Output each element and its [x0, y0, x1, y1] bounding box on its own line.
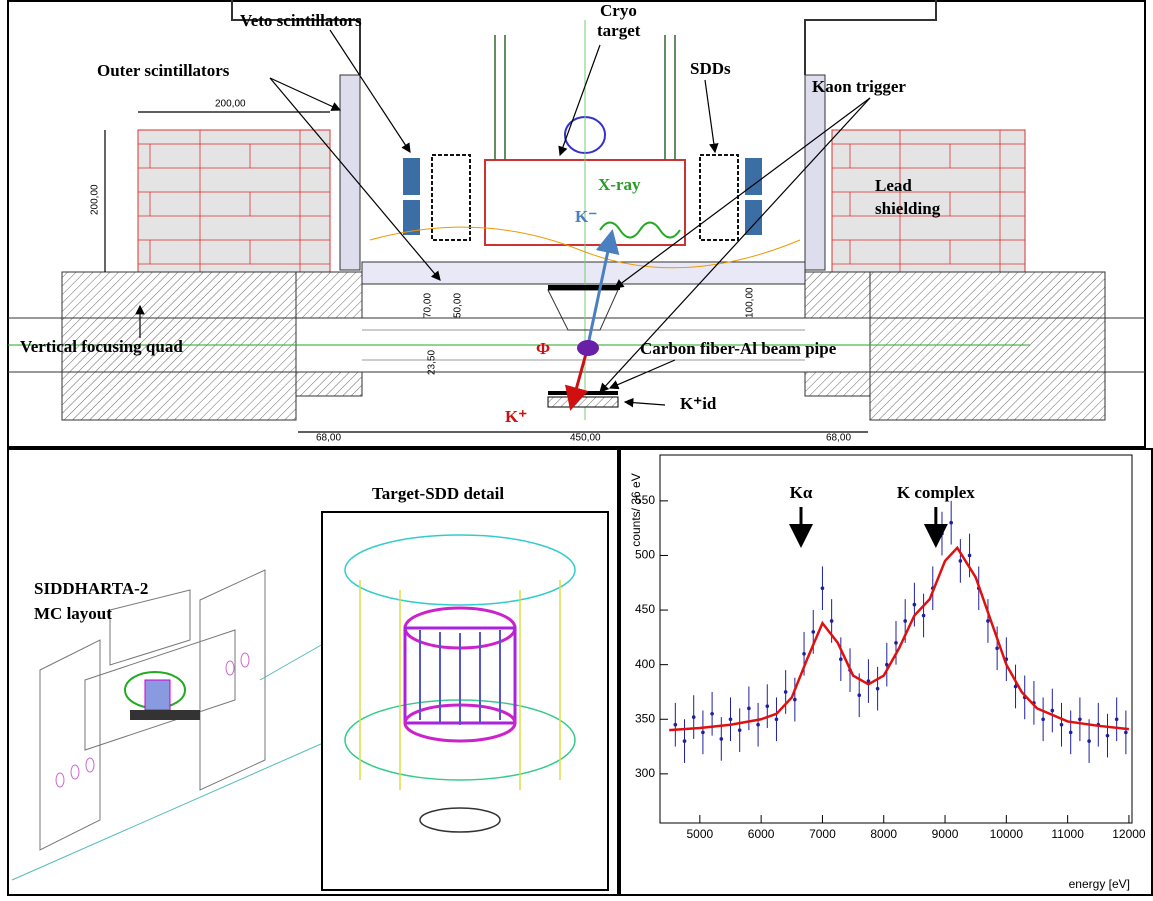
data-point: [1124, 730, 1128, 735]
data-point: [691, 715, 696, 719]
spectrum-panel: counts/ 36 eV energy [eV] 5000 6000 7000 80…: [619, 448, 1153, 896]
data-point: [1041, 717, 1045, 722]
data-point: [710, 712, 714, 716]
x-tick-label: 10000: [990, 827, 1024, 841]
data-point: [857, 693, 862, 698]
label: Φ: [536, 339, 550, 358]
label: Vertical focusing quad: [20, 337, 183, 356]
data-point: [719, 737, 724, 741]
data-point: [829, 619, 834, 623]
dimension: 50,00: [453, 293, 464, 318]
dimension: 68,00: [316, 433, 341, 444]
data-point: [1013, 684, 1018, 689]
label: X-ray: [598, 175, 641, 194]
x-tick-label: 7000: [809, 827, 836, 841]
data-point: [1068, 730, 1073, 735]
label: Cryo: [600, 1, 637, 20]
data-point: [986, 619, 990, 623]
label: Outer scintillators: [97, 61, 230, 80]
data-point: [820, 586, 825, 591]
data-point: [756, 722, 760, 727]
data-point: [866, 679, 871, 683]
data-point: [765, 704, 770, 708]
label: Veto scintillators: [240, 11, 362, 30]
dimension: 200,00: [215, 99, 246, 110]
data-point: [682, 739, 687, 743]
label: Lead: [875, 176, 912, 195]
data-point: [1087, 739, 1091, 743]
data-point: [894, 641, 898, 645]
data-point: [875, 686, 880, 691]
data-point: [774, 717, 779, 722]
y-tick-label: 550: [635, 493, 655, 507]
axis-label: counts/ 36 eV: [629, 473, 643, 546]
y-tick-label: 400: [635, 657, 655, 671]
data-point: [802, 651, 806, 656]
data-point: [747, 706, 751, 711]
data-point: [903, 619, 907, 623]
dimension: 70,00: [423, 293, 434, 318]
x-tick-label: 8000: [870, 827, 897, 841]
dimension: 450,00: [570, 433, 601, 444]
data-point: [940, 531, 944, 536]
x-tick-label: 12000: [1112, 827, 1146, 841]
data-point: [1105, 733, 1110, 738]
data-point: [811, 630, 816, 634]
data-point: [967, 553, 972, 558]
data-point: [885, 662, 889, 667]
label: Target-SDD detail: [372, 484, 504, 503]
label: shielding: [875, 199, 941, 218]
label: SIDDHARTA-2: [34, 579, 148, 598]
fit-curve: [669, 545, 1130, 732]
data-point: [701, 730, 705, 735]
y-tick-label: 500: [635, 548, 655, 562]
label: Carbon fiber-Al beam pipe: [640, 339, 837, 358]
label: Kaon trigger: [812, 77, 906, 96]
label: K⁻: [575, 207, 597, 226]
annotation: K complex: [897, 483, 975, 502]
annotation: Kα: [790, 483, 813, 502]
mc-layout: SIDDHARTA-2 MC layout Target-SDD detail: [7, 448, 619, 896]
data-point: [728, 717, 733, 722]
label: K⁺: [505, 407, 527, 426]
data-point: [958, 559, 963, 563]
data-point: [1059, 722, 1064, 727]
label: SDDs: [690, 59, 731, 78]
dimension: 200,00: [90, 184, 101, 215]
x-tick-label: 9000: [932, 827, 959, 841]
data-point: [1114, 717, 1119, 722]
data-point: [912, 602, 917, 607]
label: MC layout: [34, 604, 112, 623]
label: target: [597, 21, 641, 40]
data-point: [1050, 708, 1055, 713]
data-point: [1078, 717, 1082, 722]
data-point: [995, 646, 999, 651]
data-point: [673, 722, 678, 727]
dimension: 68,00: [826, 433, 851, 444]
data-point: [737, 728, 742, 732]
axis-label: energy [eV]: [1069, 877, 1130, 891]
data-point: [921, 613, 926, 618]
data-point: [839, 657, 843, 662]
setup-drawing: Veto scintillators Outer scintillators C…: [7, 0, 1146, 448]
y-tick-label: 450: [635, 602, 655, 616]
dimension: 100,00: [745, 287, 756, 318]
y-tick-label: 350: [635, 711, 655, 725]
y-tick-label: 300: [635, 766, 655, 780]
dimension: 23,50: [427, 350, 438, 375]
x-tick-label: 5000: [686, 827, 713, 841]
label: K⁺id: [680, 394, 717, 413]
data-point: [949, 520, 953, 525]
x-tick-label: 11000: [1051, 827, 1084, 841]
data-point: [793, 697, 797, 702]
data-point: [783, 690, 788, 694]
x-tick-label: 6000: [748, 827, 775, 841]
